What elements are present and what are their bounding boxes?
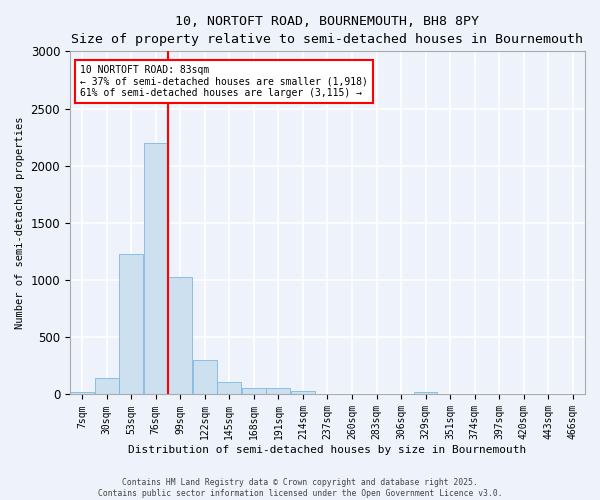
Y-axis label: Number of semi-detached properties: Number of semi-detached properties: [15, 116, 25, 329]
Text: Contains HM Land Registry data © Crown copyright and database right 2025.
Contai: Contains HM Land Registry data © Crown c…: [98, 478, 502, 498]
X-axis label: Distribution of semi-detached houses by size in Bournemouth: Distribution of semi-detached houses by …: [128, 445, 527, 455]
Bar: [413, 392, 437, 394]
Bar: [242, 388, 266, 394]
Bar: [144, 143, 167, 395]
Bar: [95, 378, 119, 394]
Title: 10, NORTOFT ROAD, BOURNEMOUTH, BH8 8PY
Size of property relative to semi-detache: 10, NORTOFT ROAD, BOURNEMOUTH, BH8 8PY S…: [71, 15, 583, 46]
Text: 10 NORTOFT ROAD: 83sqm
← 37% of semi-detached houses are smaller (1,918)
61% of : 10 NORTOFT ROAD: 83sqm ← 37% of semi-det…: [80, 65, 368, 98]
Bar: [193, 360, 217, 394]
Bar: [169, 276, 192, 394]
Bar: [291, 391, 315, 394]
Bar: [119, 254, 143, 394]
Bar: [70, 392, 94, 394]
Bar: [266, 388, 290, 394]
Bar: [217, 382, 241, 394]
